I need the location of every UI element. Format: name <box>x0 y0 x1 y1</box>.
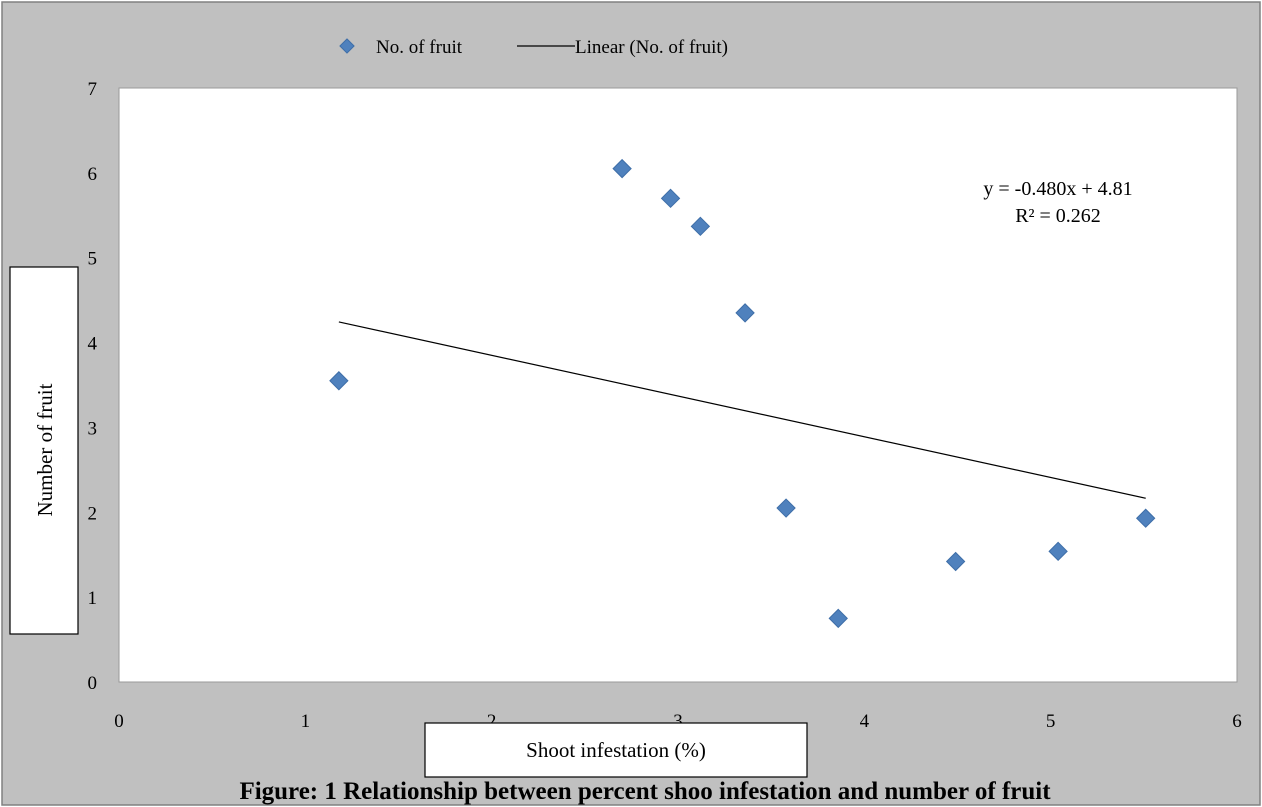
y-tick-label: 4 <box>88 334 98 355</box>
y-tick-label: 2 <box>88 503 98 524</box>
y-tick-label: 6 <box>88 164 98 185</box>
figure-caption: Figure: 1 Relationship between percent s… <box>239 778 1051 805</box>
y-axis-title-box <box>9 266 79 635</box>
x-axis-ticks: 0 1 2 3 4 5 6 <box>114 711 1242 732</box>
trendline-r-squared: R² = 0.262 <box>1015 205 1101 227</box>
legend-marker-icon <box>339 38 355 54</box>
x-axis-title: Shoot infestation (%) <box>526 738 706 762</box>
legend-label-trendline: Linear (No. of fruit) <box>575 37 728 58</box>
data-point <box>735 303 755 323</box>
data-point <box>660 188 681 209</box>
trendline <box>338 321 1146 499</box>
data-point <box>690 216 711 237</box>
x-tick-label: 4 <box>860 711 870 732</box>
data-point <box>1135 508 1156 528</box>
y-tick-label: 3 <box>88 418 98 439</box>
data-points <box>329 158 1156 629</box>
plot-area <box>118 87 1238 683</box>
y-axis-ticks: 0 1 2 3 4 5 6 7 <box>88 79 98 694</box>
y-axis-title: Number of fruit <box>33 383 57 516</box>
legend-label-scatter: No. of fruit <box>376 37 463 58</box>
data-point <box>776 498 796 518</box>
trendline-equation: y = -0.480x + 4.81 <box>983 178 1132 200</box>
x-tick-label: 1 <box>301 711 311 732</box>
x-tick-label: 2 <box>487 711 497 732</box>
data-point <box>612 158 632 179</box>
data-point <box>945 551 966 572</box>
x-tick-label: 0 <box>114 711 124 732</box>
y-tick-label: 7 <box>88 79 98 100</box>
data-point <box>1048 541 1068 562</box>
legend: No. of fruit Linear (No. of fruit) <box>339 37 728 58</box>
y-tick-label: 1 <box>88 588 98 609</box>
x-tick-label: 6 <box>1232 711 1242 732</box>
y-tick-label: 0 <box>88 673 98 694</box>
x-axis-title-box <box>424 722 808 778</box>
x-tick-label: 3 <box>673 711 683 732</box>
data-point <box>828 608 848 629</box>
x-tick-label: 5 <box>1046 711 1056 732</box>
data-point <box>329 371 349 391</box>
y-tick-label: 5 <box>88 249 98 270</box>
